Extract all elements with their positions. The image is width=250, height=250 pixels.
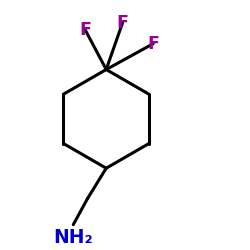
- Text: F: F: [79, 20, 91, 38]
- Text: F: F: [117, 14, 128, 32]
- Text: F: F: [147, 35, 159, 53]
- Text: NH₂: NH₂: [54, 228, 93, 247]
